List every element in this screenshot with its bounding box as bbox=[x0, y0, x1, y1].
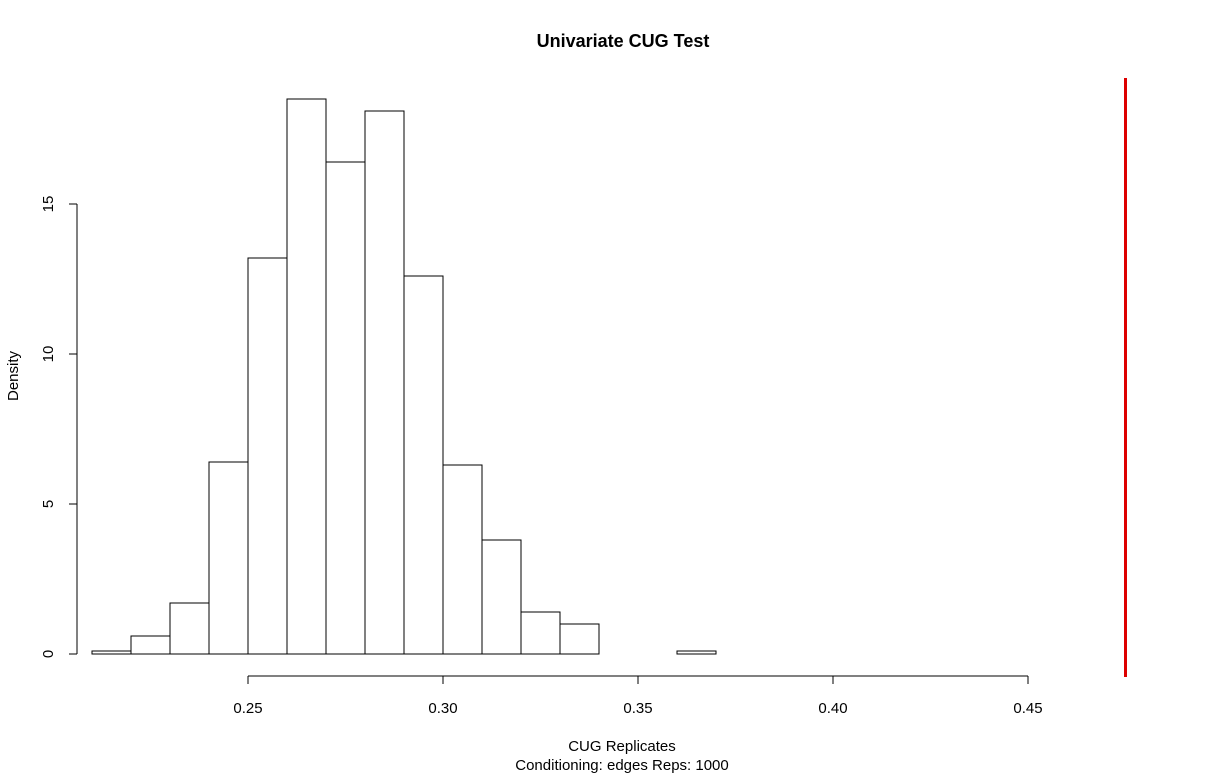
histogram-bar bbox=[364, 110, 405, 655]
histogram-bar bbox=[403, 275, 444, 655]
histogram-bars bbox=[91, 98, 717, 655]
histogram-bar bbox=[520, 611, 561, 655]
histogram-bar bbox=[442, 464, 483, 655]
histogram-bar bbox=[286, 98, 327, 655]
x-tick-label: 0.25 bbox=[233, 700, 262, 717]
histogram-bar bbox=[676, 650, 717, 655]
y-tick-label: 10 bbox=[40, 346, 57, 363]
x-axis: 0.25 0.30 0.35 0.40 0.45 bbox=[233, 675, 1043, 717]
y-axis-label: Density bbox=[5, 350, 22, 401]
histogram-bar bbox=[130, 635, 171, 655]
chart-title: Univariate CUG Test bbox=[537, 31, 710, 51]
histogram-bar bbox=[208, 461, 249, 655]
x-axis-subtitle: Conditioning: edges Reps: 1000 bbox=[515, 757, 729, 774]
x-tick-label: 0.45 bbox=[1013, 700, 1042, 717]
y-tick-label: 0 bbox=[40, 650, 57, 658]
x-tick-label: 0.35 bbox=[623, 700, 652, 717]
histogram-bar bbox=[481, 539, 522, 655]
histogram-bar bbox=[169, 602, 210, 655]
histogram-bar bbox=[325, 161, 366, 655]
x-tick-label: 0.30 bbox=[428, 700, 457, 717]
x-axis-label: CUG Replicates bbox=[568, 738, 676, 755]
histogram-bar bbox=[91, 650, 132, 655]
y-axis: 0 5 10 15 bbox=[40, 196, 78, 658]
x-tick-label: 0.40 bbox=[818, 700, 847, 717]
histogram-bar bbox=[559, 623, 600, 655]
y-tick-label: 15 bbox=[40, 196, 57, 213]
histogram-bar bbox=[247, 257, 288, 655]
y-tick-label: 5 bbox=[40, 500, 57, 508]
